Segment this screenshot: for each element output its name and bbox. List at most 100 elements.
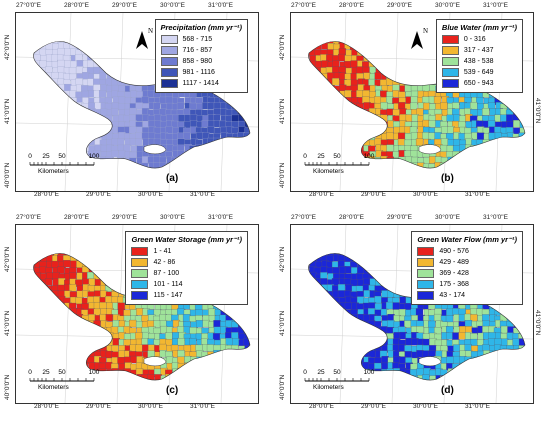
subbasin-cell bbox=[100, 278, 108, 286]
subbasin-cell bbox=[46, 102, 54, 110]
subbasin-cell bbox=[344, 127, 352, 135]
subbasin-cell bbox=[63, 102, 71, 110]
longitude-tick-label: 30°0'0"E bbox=[413, 191, 438, 198]
subbasin-cell bbox=[93, 260, 101, 268]
subbasin-cell bbox=[64, 48, 72, 56]
legend-label: 438 - 538 bbox=[463, 58, 494, 65]
subbasin-cell bbox=[82, 253, 90, 257]
subbasin-cell bbox=[519, 96, 526, 104]
subbasin-cell bbox=[362, 121, 371, 129]
subbasin-cell bbox=[314, 72, 322, 81]
subbasin-cell bbox=[112, 73, 120, 81]
longitude-tick-label: 31°0'0"E bbox=[208, 2, 233, 9]
subbasin-cell bbox=[356, 43, 365, 52]
subbasin-cell bbox=[52, 120, 60, 128]
subbasin-cell bbox=[386, 279, 395, 287]
subbasin-cell bbox=[338, 357, 346, 365]
subbasin-cell bbox=[333, 139, 341, 147]
legend-entry: 438 - 538 bbox=[441, 56, 517, 67]
subbasin-cell bbox=[501, 356, 509, 364]
legend-swatch bbox=[417, 291, 435, 300]
scale-unit-label: Kilometers bbox=[38, 384, 69, 391]
subbasin-cell bbox=[237, 314, 245, 323]
subbasin-cell bbox=[506, 97, 514, 105]
subbasin-cell bbox=[524, 302, 526, 310]
legend-entry: 115 - 147 bbox=[131, 290, 242, 301]
subbasin-cell bbox=[397, 273, 406, 281]
subbasin-cell bbox=[225, 374, 233, 381]
subbasin-cell bbox=[333, 145, 341, 153]
subbasin-cell bbox=[207, 381, 214, 388]
subbasin-cell bbox=[501, 368, 510, 376]
subbasin-cell bbox=[397, 138, 406, 147]
subbasin-cell bbox=[231, 157, 240, 165]
map-legend: Green Water Storage (mm yr⁻¹) 1 - 41 42 - … bbox=[125, 231, 248, 305]
subbasin-cell bbox=[249, 102, 251, 110]
legend-label: 429 - 489 bbox=[439, 259, 469, 266]
subbasin-cell bbox=[190, 149, 198, 158]
subbasin-cell bbox=[33, 327, 36, 335]
subbasin-cell bbox=[423, 168, 430, 175]
subbasin-cell bbox=[40, 121, 48, 130]
subbasin-cell bbox=[33, 84, 36, 93]
subbasin-cell bbox=[40, 102, 48, 110]
subbasin-cell bbox=[51, 72, 59, 80]
subbasin-cell bbox=[320, 138, 328, 146]
subbasin-cell bbox=[165, 332, 173, 340]
subbasin-cell bbox=[46, 333, 54, 342]
subbasin-cell bbox=[327, 145, 335, 153]
subbasin-cell bbox=[393, 253, 401, 256]
subbasin-cell bbox=[81, 90, 90, 99]
map-frame: N Precipitation (mm yr⁻¹) 568 - 715 716 - 8… bbox=[15, 12, 259, 192]
subbasin-cell bbox=[58, 115, 66, 123]
subbasin-cell bbox=[513, 97, 522, 105]
subbasin-cell bbox=[87, 344, 95, 353]
subbasin-cell bbox=[250, 298, 257, 305]
legend-label: 101 - 114 bbox=[153, 281, 183, 288]
subbasin-cell bbox=[356, 253, 364, 257]
subbasin-cell bbox=[208, 368, 216, 377]
subbasin-cell bbox=[308, 338, 311, 346]
subbasin-cell bbox=[75, 339, 83, 347]
subbasin-cell bbox=[308, 253, 310, 256]
lake bbox=[418, 356, 442, 367]
subbasin-cell bbox=[248, 302, 251, 311]
subbasin-cell bbox=[525, 279, 532, 286]
subbasin-cell bbox=[75, 139, 83, 147]
subbasin-cell bbox=[326, 108, 334, 116]
subbasin-cell bbox=[33, 332, 35, 340]
subbasin-cell bbox=[326, 126, 334, 135]
subbasin-cell bbox=[327, 314, 336, 322]
subbasin-cell bbox=[458, 157, 467, 165]
subbasin-cell bbox=[58, 344, 66, 352]
subbasin-cell bbox=[464, 369, 473, 378]
subbasin-cell bbox=[226, 139, 234, 147]
subbasin-cell bbox=[476, 357, 484, 365]
subbasin-cell bbox=[386, 43, 395, 52]
subbasin-cell bbox=[333, 108, 342, 117]
subbasin-cell bbox=[351, 145, 359, 153]
subbasin-cell bbox=[526, 92, 533, 99]
subbasin-cell bbox=[39, 84, 47, 92]
subbasin-cell bbox=[33, 90, 36, 98]
subbasin-cell bbox=[332, 327, 341, 335]
subbasin-cell bbox=[433, 96, 442, 104]
subbasin-cell bbox=[249, 49, 251, 58]
subbasin-cell bbox=[213, 362, 221, 371]
subbasin-cell bbox=[45, 109, 53, 117]
subbasin-cell bbox=[243, 356, 251, 364]
subbasin-cell bbox=[368, 121, 376, 129]
subbasin-cell bbox=[244, 345, 251, 353]
subbasin-cell bbox=[46, 344, 54, 352]
subbasin-cell bbox=[226, 150, 234, 159]
subbasin-cell bbox=[345, 326, 353, 335]
subbasin-cell bbox=[202, 363, 210, 371]
subbasin-cell bbox=[464, 375, 472, 381]
subbasin-cell bbox=[140, 60, 149, 68]
subbasin-cell bbox=[111, 255, 120, 263]
subbasin-cell bbox=[225, 155, 234, 164]
subbasin-cell bbox=[489, 161, 497, 169]
subbasin-cell bbox=[33, 96, 42, 104]
subbasin-cell bbox=[202, 157, 211, 166]
